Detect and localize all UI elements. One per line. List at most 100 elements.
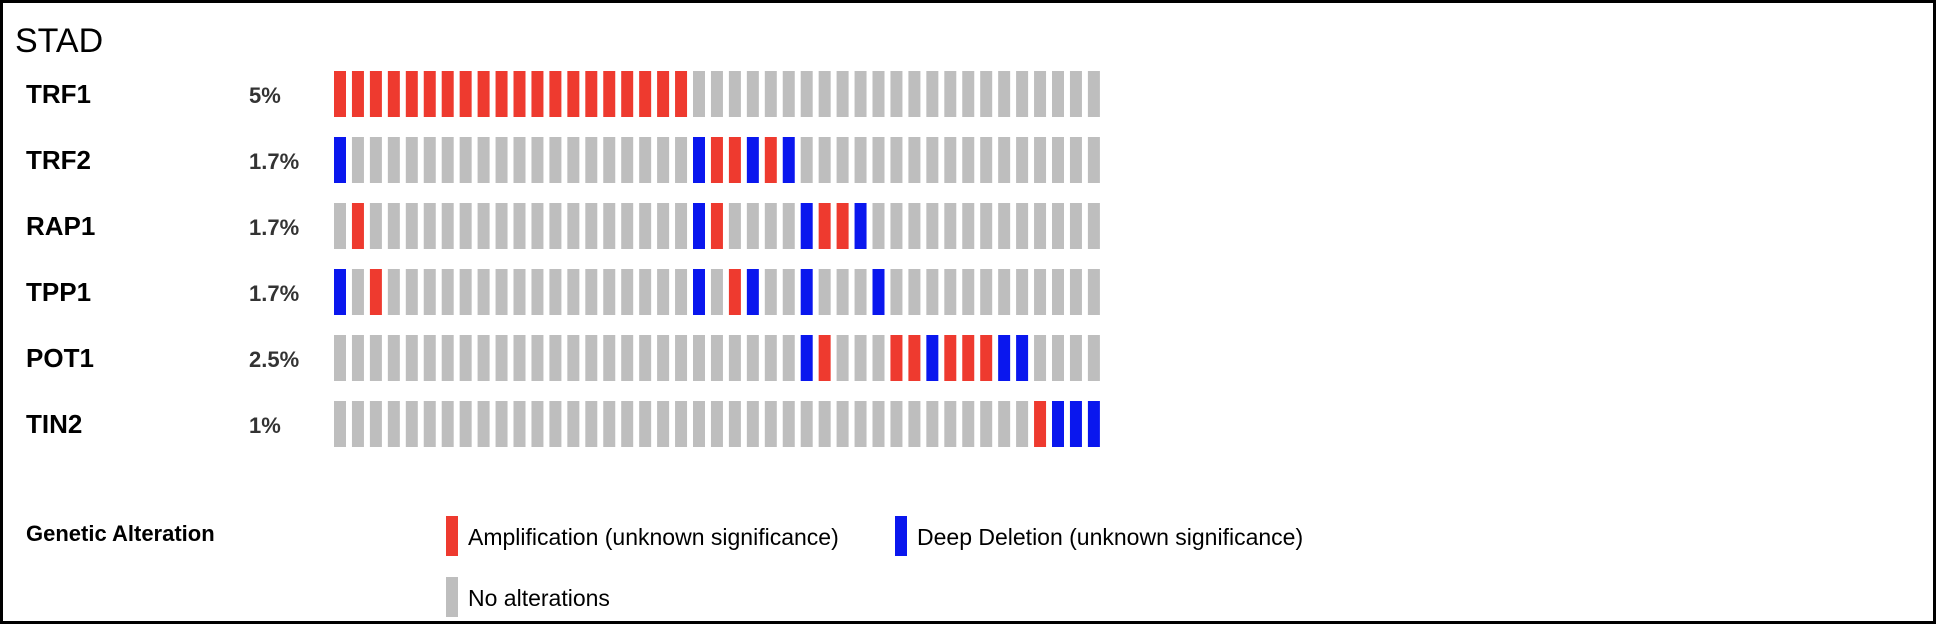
sample-cell-none xyxy=(962,71,975,117)
sample-cell-none xyxy=(567,137,580,183)
sample-cell-amp xyxy=(621,71,634,117)
sample-cell-none xyxy=(836,71,849,117)
sample-cell-none xyxy=(944,137,957,183)
legend: Genetic Alteration Amplification (unknow… xyxy=(26,516,1303,617)
sample-cell-none xyxy=(998,71,1011,117)
sample-cell-none xyxy=(657,401,670,447)
sample-cell-none xyxy=(908,71,921,117)
sample-cell-none xyxy=(621,137,634,183)
sample-cell-none xyxy=(890,137,903,183)
sample-cell-amp xyxy=(890,335,903,381)
sample-cell-none xyxy=(854,401,867,447)
sample-cell-del xyxy=(693,269,705,315)
legend-swatch-none xyxy=(446,577,458,617)
sample-cell-none xyxy=(351,401,364,447)
sample-cell-del xyxy=(854,203,867,249)
sample-cell-none xyxy=(549,401,562,447)
sample-cell-amp xyxy=(944,335,957,381)
sample-cell-none xyxy=(836,335,849,381)
sample-cell-none xyxy=(657,137,670,183)
sample-cell-none xyxy=(980,203,993,249)
sample-cell-amp xyxy=(351,203,364,249)
legend-label-none: No alterations xyxy=(468,585,610,611)
sample-cell-none xyxy=(621,401,634,447)
sample-cell-amp xyxy=(728,269,741,315)
sample-cell-none xyxy=(926,269,939,315)
sample-cell-none xyxy=(854,71,867,117)
sample-cell-none xyxy=(369,203,382,249)
sample-cell-none xyxy=(962,203,975,249)
sample-cell-none xyxy=(1034,71,1047,117)
sample-cell-amp xyxy=(369,71,382,117)
sample-cell-none xyxy=(549,335,562,381)
sample-cell-none xyxy=(477,401,490,447)
sample-cell-none xyxy=(387,203,400,249)
sample-cell-none xyxy=(710,269,723,315)
sample-cell-none xyxy=(1087,203,1100,249)
sample-cell-none xyxy=(710,335,723,381)
sample-cell-none xyxy=(746,335,759,381)
legend-label-amp: Amplification (unknown significance) xyxy=(468,524,839,550)
sample-cell-none xyxy=(1087,335,1100,381)
sample-cell-amp xyxy=(423,71,436,117)
sample-cell-none xyxy=(657,203,670,249)
sample-cell-none xyxy=(675,269,688,315)
sample-cell-amp xyxy=(405,71,418,117)
sample-cell-none xyxy=(818,137,831,183)
sample-cell-none xyxy=(387,401,400,447)
sample-cell-none xyxy=(908,269,921,315)
sample-cell-none xyxy=(944,269,957,315)
sample-cell-none xyxy=(693,71,705,117)
sample-cell-none xyxy=(441,401,454,447)
sample-cell-none xyxy=(495,269,508,315)
gene-label: TPP1 xyxy=(26,277,91,307)
sample-cell-none xyxy=(1016,71,1029,117)
sample-cell-none xyxy=(836,137,849,183)
sample-cell-none xyxy=(710,71,723,117)
sample-cell-none xyxy=(334,401,346,447)
sample-cell-none xyxy=(621,203,634,249)
sample-cell-amp xyxy=(1034,401,1047,447)
sample-cell-none xyxy=(764,71,777,117)
sample-cell-none xyxy=(782,203,795,249)
sample-cell-none xyxy=(800,137,813,183)
sample-cell-none xyxy=(531,203,544,249)
sample-cell-none xyxy=(441,137,454,183)
sample-cell-none xyxy=(423,335,436,381)
sample-cell-none xyxy=(441,269,454,315)
sample-cell-none xyxy=(746,71,759,117)
sample-cell-none xyxy=(405,137,418,183)
sample-cell-none xyxy=(603,401,616,447)
sample-cell-none xyxy=(567,203,580,249)
sample-cell-none xyxy=(944,401,957,447)
sample-cell-none xyxy=(459,269,472,315)
sample-cell-none xyxy=(405,203,418,249)
sample-cell-none xyxy=(1016,203,1029,249)
sample-cell-none xyxy=(567,335,580,381)
sample-cell-amp xyxy=(549,71,562,117)
sample-cell-none xyxy=(854,335,867,381)
sample-cell-none xyxy=(675,203,688,249)
sample-cell-none xyxy=(513,401,526,447)
sample-cell-none xyxy=(818,269,831,315)
sample-cell-amp xyxy=(818,335,831,381)
sample-cell-none xyxy=(675,137,688,183)
sample-cell-none xyxy=(639,203,652,249)
gene-label: POT1 xyxy=(26,343,94,373)
sample-cell-none xyxy=(818,71,831,117)
sample-cell-none xyxy=(836,269,849,315)
sample-cell-none xyxy=(531,335,544,381)
sample-cell-amp xyxy=(710,203,723,249)
sample-cell-none xyxy=(459,335,472,381)
sample-cell-none xyxy=(1052,71,1064,117)
sample-cell-none xyxy=(1087,71,1100,117)
sample-cell-none xyxy=(531,401,544,447)
sample-cell-none xyxy=(764,203,777,249)
gene-label: TRF1 xyxy=(26,79,91,109)
sample-cell-none xyxy=(710,401,723,447)
sample-cell-none xyxy=(1016,401,1029,447)
sample-cell-none xyxy=(639,401,652,447)
sample-cell-none xyxy=(1087,269,1100,315)
sample-cell-none xyxy=(1069,335,1082,381)
sample-cell-none xyxy=(495,203,508,249)
